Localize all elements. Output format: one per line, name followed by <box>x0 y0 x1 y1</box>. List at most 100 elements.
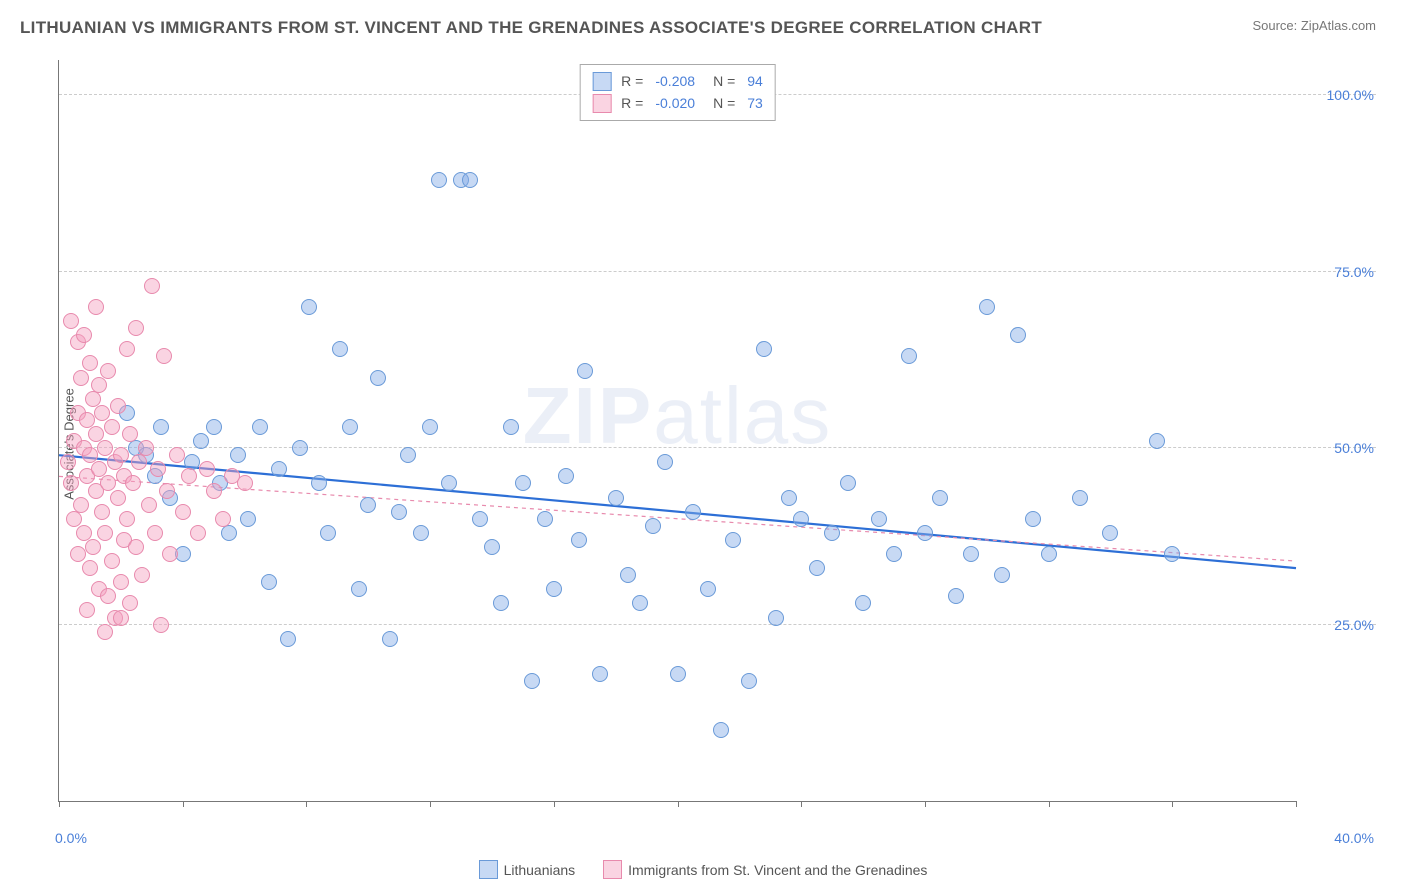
data-point <box>332 341 348 357</box>
data-point <box>558 468 574 484</box>
chart-area: Associate's Degree ZIPatlas R = -0.208 N… <box>48 60 1376 827</box>
data-point <box>252 419 268 435</box>
data-point <box>901 348 917 364</box>
data-point <box>122 426 138 442</box>
data-point <box>351 581 367 597</box>
data-point <box>221 525 237 541</box>
data-point <box>840 475 856 491</box>
data-point <box>153 419 169 435</box>
data-point <box>88 299 104 315</box>
data-point <box>524 673 540 689</box>
data-point <box>119 341 135 357</box>
data-point <box>141 497 157 513</box>
data-point <box>97 525 113 541</box>
series-legend: Lithuanians Immigrants from St. Vincent … <box>0 860 1406 882</box>
data-point <box>824 525 840 541</box>
data-point <box>1102 525 1118 541</box>
data-point <box>113 447 129 463</box>
trend-lines <box>59 60 1296 801</box>
data-point <box>994 567 1010 583</box>
data-point <box>79 602 95 618</box>
data-point <box>237 475 253 491</box>
data-point <box>400 447 416 463</box>
data-point <box>206 483 222 499</box>
data-point <box>657 454 673 470</box>
data-point <box>620 567 636 583</box>
data-point <box>91 377 107 393</box>
x-max-label: 40.0% <box>1334 830 1374 846</box>
data-point <box>175 504 191 520</box>
data-point <box>537 511 553 527</box>
data-point <box>422 419 438 435</box>
data-point <box>685 504 701 520</box>
y-tick-label: 100.0% <box>1304 87 1374 103</box>
data-point <box>156 348 172 364</box>
data-point <box>462 172 478 188</box>
data-point <box>162 546 178 562</box>
data-point <box>871 511 887 527</box>
series-0-name: Lithuanians <box>504 862 576 878</box>
data-point <box>370 370 386 386</box>
data-point <box>215 511 231 527</box>
data-point <box>119 511 135 527</box>
data-point <box>360 497 376 513</box>
data-point <box>713 722 729 738</box>
data-point <box>670 666 686 682</box>
data-point <box>104 419 120 435</box>
data-point <box>110 398 126 414</box>
data-point <box>645 518 661 534</box>
data-point <box>169 447 185 463</box>
data-point <box>181 468 197 484</box>
data-point <box>73 497 89 513</box>
data-point <box>190 525 206 541</box>
data-point <box>150 461 166 477</box>
data-point <box>193 433 209 449</box>
data-point <box>128 320 144 336</box>
data-point <box>1164 546 1180 562</box>
data-point <box>493 595 509 611</box>
data-point <box>147 525 163 541</box>
data-point <box>97 624 113 640</box>
data-point <box>60 454 76 470</box>
data-point <box>271 461 287 477</box>
data-point <box>230 447 246 463</box>
data-point <box>577 363 593 379</box>
data-point <box>503 419 519 435</box>
data-point <box>131 454 147 470</box>
data-point <box>113 574 129 590</box>
data-point <box>1025 511 1041 527</box>
y-tick-label: 75.0% <box>1304 264 1374 280</box>
data-point <box>153 617 169 633</box>
swatch-blue <box>592 72 611 91</box>
data-point <box>855 595 871 611</box>
data-point <box>94 504 110 520</box>
data-point <box>104 553 120 569</box>
series-1-name: Immigrants from St. Vincent and the Gren… <box>628 862 927 878</box>
data-point <box>768 610 784 626</box>
data-point <box>63 313 79 329</box>
data-point <box>632 595 648 611</box>
plot-region: ZIPatlas R = -0.208 N = 94 R = -0.020 N … <box>58 60 1296 802</box>
data-point <box>199 461 215 477</box>
data-point <box>756 341 772 357</box>
data-point <box>128 539 144 555</box>
data-point <box>979 299 995 315</box>
data-point <box>70 546 86 562</box>
data-point <box>280 631 296 647</box>
source-label: Source: ZipAtlas.com <box>1252 18 1376 33</box>
data-point <box>113 610 129 626</box>
data-point <box>700 581 716 597</box>
data-point <box>382 631 398 647</box>
data-point <box>725 532 741 548</box>
swatch-pink <box>592 94 611 113</box>
data-point <box>413 525 429 541</box>
data-point <box>292 440 308 456</box>
swatch-blue-bottom <box>479 860 498 879</box>
data-point <box>741 673 757 689</box>
correlation-legend: R = -0.208 N = 94 R = -0.020 N = 73 <box>579 64 776 121</box>
data-point <box>592 666 608 682</box>
data-point <box>809 560 825 576</box>
data-point <box>73 370 89 386</box>
data-point <box>1010 327 1026 343</box>
data-point <box>571 532 587 548</box>
